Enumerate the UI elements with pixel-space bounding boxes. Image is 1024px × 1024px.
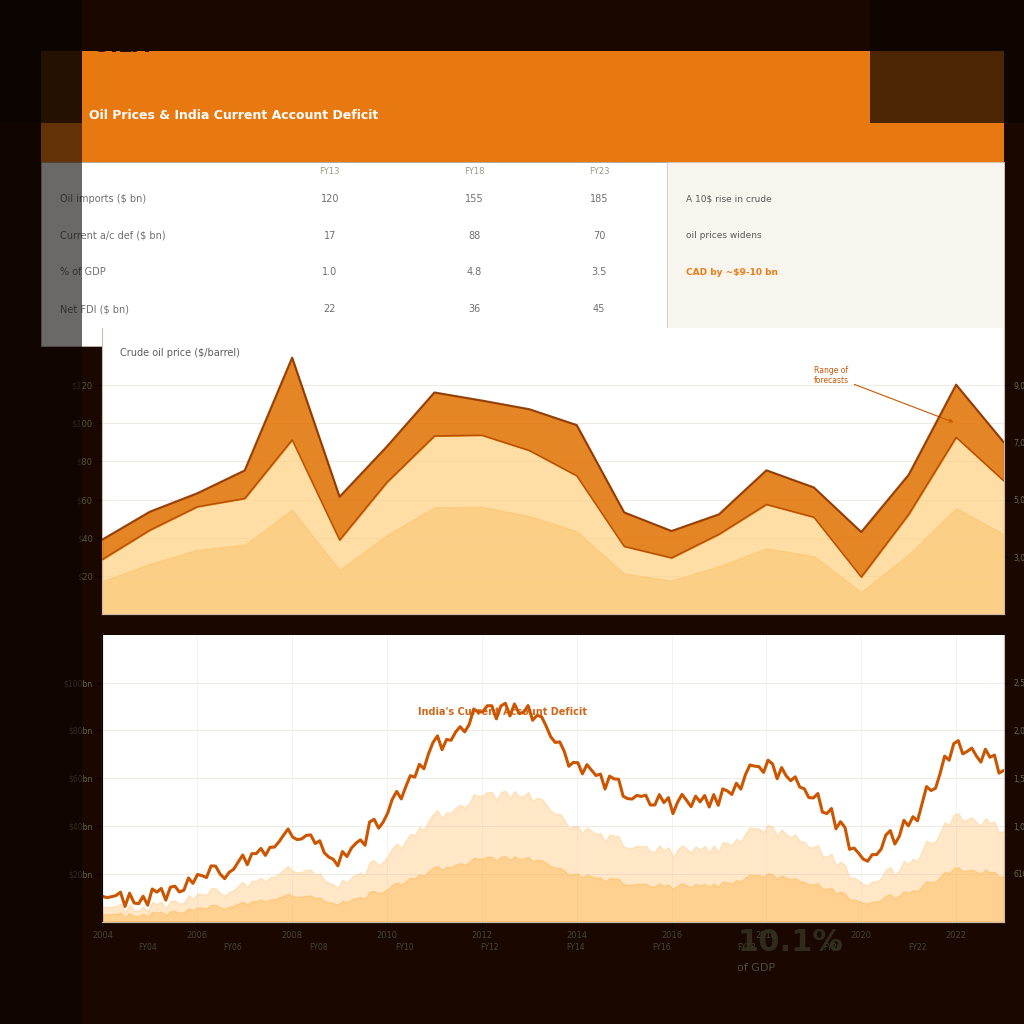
Text: Crude oil price ($/barrel): Crude oil price ($/barrel)	[121, 348, 241, 357]
Text: A 10$ rise in crude: A 10$ rise in crude	[686, 195, 772, 203]
Text: 3.5: 3.5	[592, 267, 607, 278]
Text: Net FDI ($ bn): Net FDI ($ bn)	[60, 304, 129, 314]
Text: FY06: FY06	[223, 943, 243, 951]
Text: India's Current Account Deficit: India's Current Account Deficit	[418, 707, 587, 717]
Text: FY10: FY10	[395, 943, 414, 951]
Text: 70: 70	[593, 230, 605, 241]
Text: Current a/c def ($ bn): Current a/c def ($ bn)	[60, 230, 166, 241]
Text: FY04: FY04	[138, 943, 157, 951]
Text: FY13: FY13	[319, 167, 340, 175]
Text: Oil Prices & India Current Account Deficit: Oil Prices & India Current Account Defic…	[89, 110, 378, 122]
Text: FY20: FY20	[823, 943, 842, 951]
Text: 17: 17	[324, 230, 336, 241]
FancyBboxPatch shape	[667, 162, 1004, 346]
Text: 1.0: 1.0	[323, 267, 337, 278]
Text: 22: 22	[324, 304, 336, 314]
Polygon shape	[0, 0, 82, 1024]
Text: FY23: FY23	[589, 167, 609, 175]
Text: 185: 185	[590, 194, 608, 204]
Text: 36: 36	[468, 304, 480, 314]
Text: of GDP: of GDP	[737, 963, 775, 973]
Text: CAD by ~$9-10 bn: CAD by ~$9-10 bn	[686, 268, 778, 276]
Polygon shape	[0, 0, 82, 123]
Text: oil prices widens: oil prices widens	[686, 231, 762, 240]
Text: 88: 88	[468, 230, 480, 241]
Text: FY16: FY16	[652, 943, 671, 951]
Text: FY22: FY22	[908, 943, 927, 951]
Polygon shape	[870, 0, 1024, 123]
Text: 10.1%: 10.1%	[737, 928, 844, 956]
Text: FY14: FY14	[566, 943, 585, 951]
FancyBboxPatch shape	[41, 162, 1004, 346]
Text: 155: 155	[465, 194, 483, 204]
Text: 45: 45	[593, 304, 605, 314]
Text: FY18: FY18	[737, 943, 756, 951]
Text: % of GDP: % of GDP	[60, 267, 105, 278]
Text: OILA: OILA	[92, 36, 151, 56]
Text: Range of
forecasts: Range of forecasts	[814, 366, 952, 422]
FancyBboxPatch shape	[41, 51, 1004, 162]
Text: Oil imports ($ bn): Oil imports ($ bn)	[60, 194, 146, 204]
Text: 120: 120	[321, 194, 339, 204]
Text: FY08: FY08	[309, 943, 328, 951]
Text: FY18: FY18	[464, 167, 484, 175]
Text: FY12: FY12	[480, 943, 499, 951]
Text: 4.8: 4.8	[467, 267, 481, 278]
